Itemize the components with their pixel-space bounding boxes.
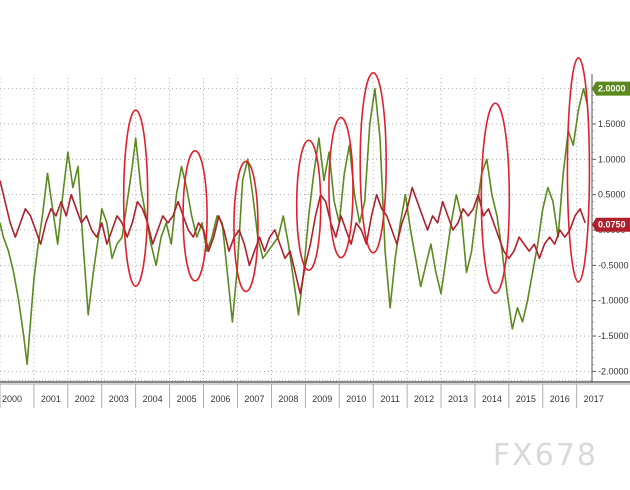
year-label: 2009 — [312, 394, 332, 404]
year-label: 2004 — [143, 394, 163, 404]
y-tick-label: 0.5000 — [598, 190, 626, 200]
year-label: 2014 — [482, 394, 502, 404]
green-last-value-label: 2.0000 — [598, 84, 626, 94]
highlight-ellipse — [295, 139, 322, 272]
highlight-ellipse — [122, 109, 149, 287]
year-label: 2011 — [380, 394, 399, 404]
y-tick-label: -2.0000 — [598, 366, 629, 376]
y-tick-label: -1.0000 — [598, 296, 629, 306]
axes: 2.00001.50001.00000.50000.0000-0.5000-1.… — [0, 74, 630, 408]
year-label: 2000 — [2, 394, 22, 404]
y-tick-label: -1.5000 — [598, 331, 629, 341]
green-last-value-box — [592, 81, 630, 96]
highlight-ellipse — [233, 160, 259, 293]
highlight-ellipses — [122, 57, 591, 294]
highlight-ellipse — [359, 72, 387, 254]
year-label: 2005 — [177, 394, 197, 404]
series-layer — [0, 87, 588, 366]
year-label: 2007 — [244, 394, 264, 404]
year-label: 2010 — [346, 394, 366, 404]
watermark-text: FX678 — [492, 438, 598, 473]
highlight-ellipse — [480, 102, 511, 294]
year-label: 2012 — [414, 394, 434, 404]
year-label: 2013 — [448, 394, 468, 404]
labels: 2.0000 0.0750 — [592, 81, 630, 232]
highlight-ellipse — [566, 57, 591, 283]
year-label: 2016 — [550, 394, 570, 404]
y-tick-label: 1.0000 — [598, 154, 626, 164]
green-series-line — [0, 87, 588, 366]
highlight-ellipse — [328, 116, 354, 259]
year-label: 2002 — [75, 394, 95, 404]
highlight-ellipse — [182, 150, 208, 282]
red-last-value-label: 0.0750 — [598, 220, 626, 230]
red-last-value-box — [592, 217, 630, 232]
year-label: 2001 — [41, 394, 61, 404]
year-label: 2017 — [584, 394, 604, 404]
y-tick-label: 1.5000 — [598, 119, 626, 129]
year-label: 2003 — [109, 394, 129, 404]
red-series-line — [0, 180, 586, 295]
year-label: 2015 — [516, 394, 536, 404]
year-label: 2008 — [278, 394, 298, 404]
year-label: 2006 — [211, 394, 231, 404]
y-tick-label: -0.5000 — [598, 260, 629, 270]
